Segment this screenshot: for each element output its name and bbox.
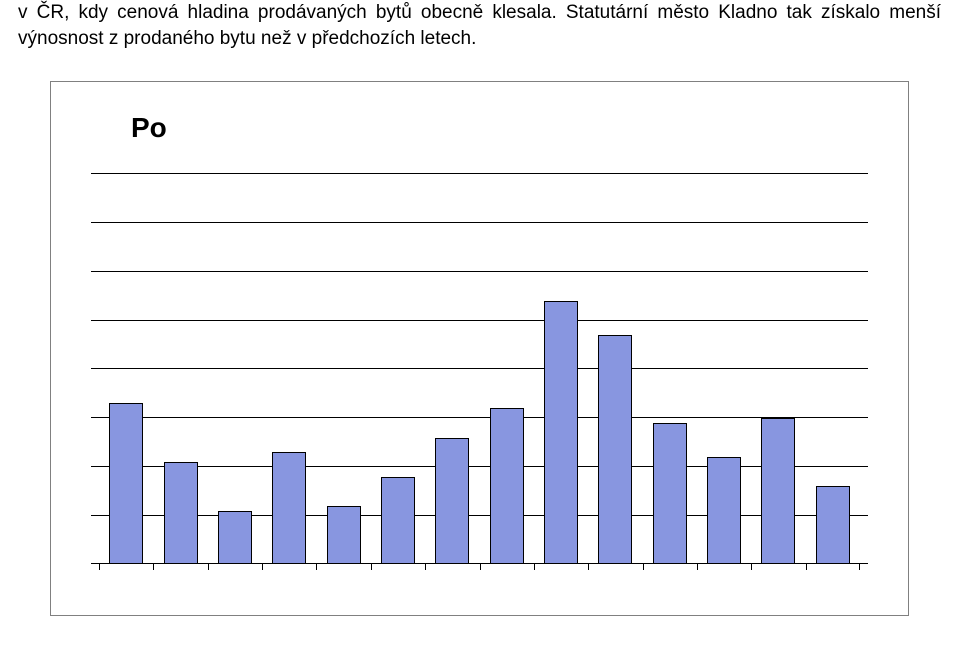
x-tick-slot [751, 564, 805, 570]
bar [381, 477, 415, 565]
x-tick [316, 564, 317, 570]
bars-layer [91, 174, 868, 564]
x-tick-slot [208, 564, 262, 570]
x-tick [588, 564, 589, 570]
bar [544, 301, 578, 564]
x-tick-slot [99, 564, 153, 570]
bar [490, 408, 524, 564]
bar-slot [643, 174, 697, 564]
x-tick [208, 564, 209, 570]
x-tick [262, 564, 263, 570]
bar-slot [371, 174, 425, 564]
bar-slot [208, 174, 262, 564]
bar [761, 418, 795, 564]
bar [109, 403, 143, 564]
x-tick [751, 564, 752, 570]
bar [598, 335, 632, 564]
x-tick [480, 564, 481, 570]
bar [707, 457, 741, 564]
x-tick [534, 564, 535, 570]
x-tick [697, 564, 698, 570]
bar-slot [99, 174, 153, 564]
bar-slot [316, 174, 370, 564]
chart-container: Po [50, 81, 909, 616]
x-tick [643, 564, 644, 570]
x-tick [806, 564, 807, 570]
x-tick-slot [588, 564, 642, 570]
bar-slot [697, 174, 751, 564]
bar [272, 452, 306, 564]
bar-slot [480, 174, 534, 564]
x-tick-slot [480, 564, 534, 570]
chart-title: Po [131, 112, 878, 144]
x-tick-slot [534, 564, 588, 570]
x-tick-slot [262, 564, 316, 570]
bar-slot [153, 174, 207, 564]
x-tick-slot [316, 564, 370, 570]
bar-slot [425, 174, 479, 564]
paragraph-text: v ČR, kdy cenová hladina prodávaných byt… [0, 0, 959, 61]
plot-area [91, 174, 868, 564]
x-tick [99, 564, 100, 570]
x-tick-slot [697, 564, 751, 570]
x-ticks-layer [91, 564, 868, 570]
x-tick-slot [806, 564, 860, 570]
bar [327, 506, 361, 565]
x-tick-slot [643, 564, 697, 570]
x-tick-slot [153, 564, 207, 570]
bar [435, 438, 469, 565]
bar [816, 486, 850, 564]
bar-slot [806, 174, 860, 564]
x-tick [859, 564, 860, 570]
bar-slot [588, 174, 642, 564]
bar-slot [534, 174, 588, 564]
bar [164, 462, 198, 564]
x-tick-slot [425, 564, 479, 570]
x-tick [371, 564, 372, 570]
bar-slot [751, 174, 805, 564]
x-tick [425, 564, 426, 570]
bar [218, 511, 252, 565]
bar-slot [262, 174, 316, 564]
x-tick-slot [371, 564, 425, 570]
bar [653, 423, 687, 564]
x-tick [153, 564, 154, 570]
